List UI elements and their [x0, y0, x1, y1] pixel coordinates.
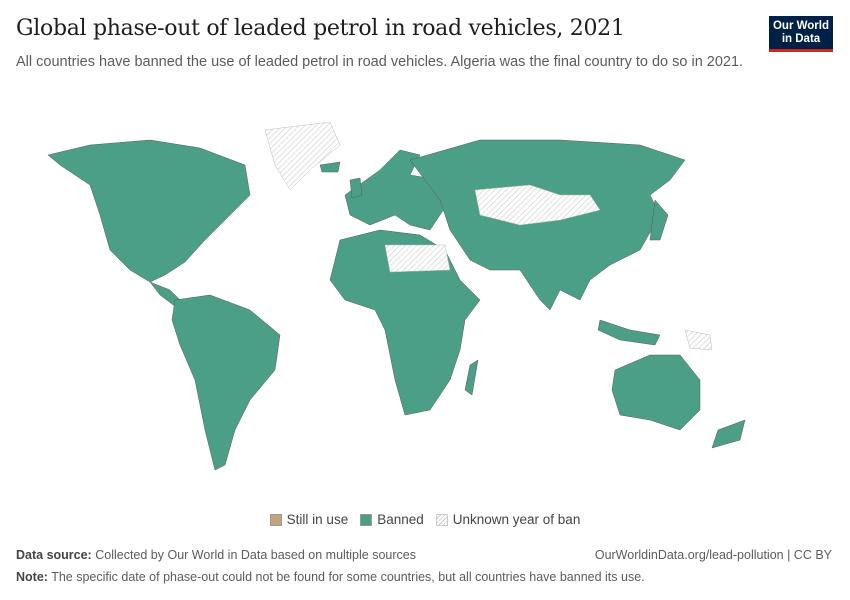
banned-swatch	[360, 513, 373, 526]
legend-item-banned[interactable]: Banned	[360, 512, 424, 527]
country-new-zealand[interactable]	[711, 419, 746, 449]
legend-label: Still in use	[286, 512, 349, 527]
source-url[interactable]: OurWorldinData.org/lead-pollution | CC B…	[594, 548, 832, 562]
source-text[interactable]: Collected by Our World in Data based on …	[95, 548, 416, 562]
country-indonesia[interactable]	[597, 319, 661, 346]
still-in-use-swatch	[269, 513, 282, 526]
page-title: Global phase-out of leaded petrol in roa…	[16, 16, 625, 41]
country-south-america[interactable]	[171, 294, 281, 471]
country-madagascar[interactable]	[464, 359, 479, 396]
country-papua-new-guinea[interactable]	[684, 329, 713, 351]
legend-label: Banned	[377, 512, 424, 527]
note-text: The specific date of phase-out could not…	[51, 570, 645, 584]
legend-label: Unknown year of ban	[452, 512, 581, 527]
legend-item-still-in-use[interactable]: Still in use	[269, 512, 349, 527]
subtitle: All countries have banned the use of lea…	[16, 54, 744, 70]
country-north-america[interactable]	[47, 139, 251, 283]
country-iceland[interactable]	[319, 161, 341, 173]
country-australia[interactable]	[611, 354, 701, 431]
legend-item-unknown[interactable]: Unknown year of ban	[435, 512, 581, 527]
data-source: Data source: Collected by Our World in D…	[16, 548, 416, 562]
source-label: Data source:	[16, 548, 92, 562]
country-greenland[interactable]	[264, 121, 341, 191]
world-map[interactable]	[0, 110, 850, 490]
owid-logo[interactable]: Our World in Data	[769, 16, 833, 52]
country-japan[interactable]	[649, 199, 669, 241]
legend: Still in use Banned Unknown year of ban	[0, 512, 850, 527]
note-label: Note:	[16, 570, 48, 584]
country-united-kingdom[interactable]	[349, 177, 363, 199]
country-russia-and-asia[interactable]	[409, 139, 686, 311]
note: Note: The specific date of phase-out cou…	[16, 570, 645, 584]
country-central-asia[interactable]	[474, 184, 601, 226]
unknown-swatch	[435, 513, 448, 526]
country-libya[interactable]	[384, 244, 451, 273]
